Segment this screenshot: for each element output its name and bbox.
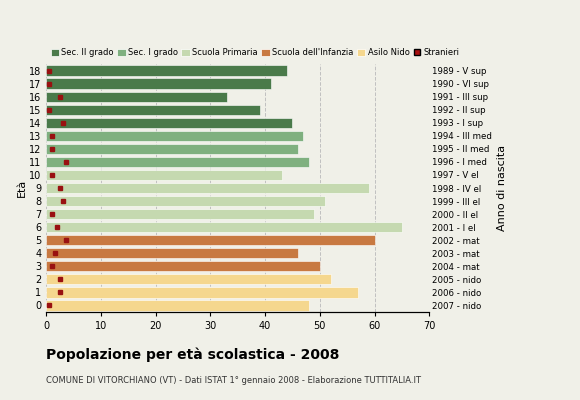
Bar [46,170,281,180]
Bar [46,287,358,298]
Bar [46,261,320,272]
Bar [46,209,314,219]
Bar [46,183,369,193]
Bar [46,92,227,102]
Bar [46,222,402,232]
Y-axis label: Anno di nascita: Anno di nascita [498,145,508,231]
Bar [46,66,287,76]
Bar [46,104,260,115]
Bar [46,274,331,284]
Bar [46,196,325,206]
Bar [46,78,271,89]
Bar [46,157,309,167]
Bar [46,235,375,245]
Text: COMUNE DI VITORCHIANO (VT) - Dati ISTAT 1° gennaio 2008 - Elaborazione TUTTITALI: COMUNE DI VITORCHIANO (VT) - Dati ISTAT … [46,376,422,385]
Bar [46,248,298,258]
Bar [46,144,298,154]
Legend: Sec. II grado, Sec. I grado, Scuola Primaria, Scuola dell'Infanzia, Asilo Nido, : Sec. II grado, Sec. I grado, Scuola Prim… [50,48,459,57]
Bar [46,300,309,310]
Bar [46,118,292,128]
Y-axis label: Età: Età [16,179,26,197]
Bar [46,131,303,141]
Text: Popolazione per età scolastica - 2008: Popolazione per età scolastica - 2008 [46,348,340,362]
